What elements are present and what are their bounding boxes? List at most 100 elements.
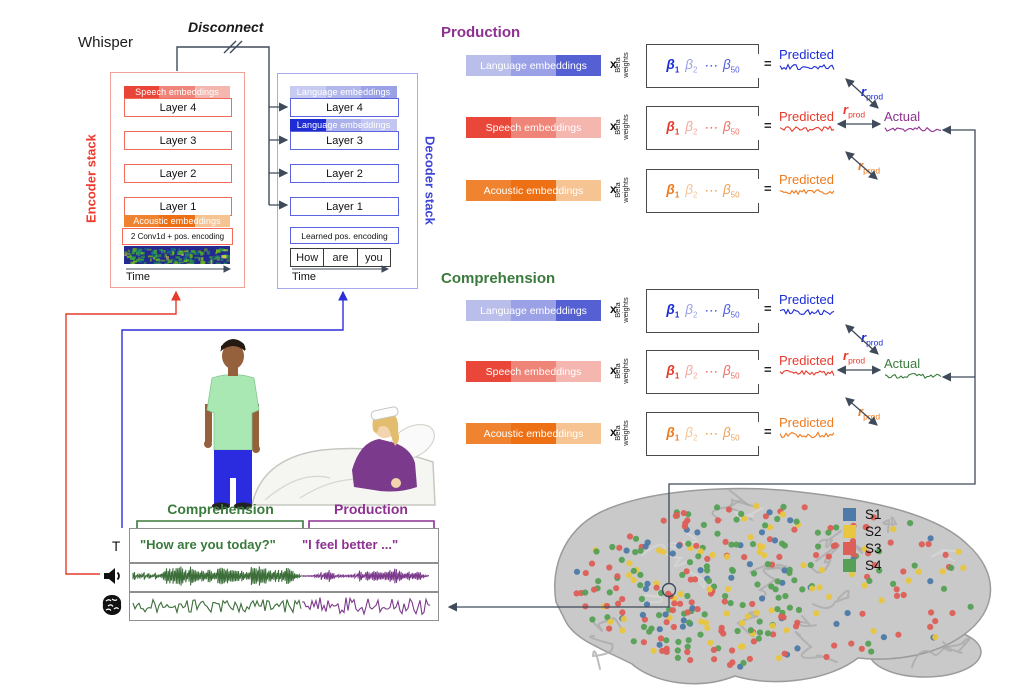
actual-signal-production: Actual [884, 109, 942, 134]
legend-label: S4 [865, 558, 882, 573]
beta-2: β2 [685, 425, 698, 443]
predicted-signal: Predicted [779, 109, 835, 134]
predicted-signal: Predicted [779, 292, 835, 317]
equals-symbol: = [764, 118, 772, 133]
beta-weights-label: Beta weights [613, 358, 631, 384]
bar-segment [361, 86, 398, 98]
legend-swatch [843, 525, 856, 538]
r-prod-label: rprod [843, 102, 866, 120]
beta-weights-label: Beta weights [613, 420, 631, 446]
beta-weights-bracket: β1 β2 ⋯ β50 [646, 169, 759, 213]
beta-ellipsis: ⋯ [703, 58, 717, 73]
legend-item-s4: S4 [843, 558, 882, 573]
acoustic-embeddings-label: Acoustic embeddings [133, 216, 221, 226]
bar-segment [511, 361, 556, 382]
bar-segment [159, 215, 195, 227]
predicted-label: Predicted [779, 109, 834, 124]
actual-waveform [884, 373, 942, 380]
multiply-symbol: x [610, 182, 617, 196]
transcript-box: "How are you today?" "I feel better ..." [129, 528, 439, 563]
equals-symbol: = [764, 181, 772, 196]
decoder-layer-1: Layer 1 [290, 197, 399, 216]
bar-segment [556, 361, 601, 382]
predicted-label: Predicted [779, 353, 834, 368]
neural-signal-box [129, 592, 439, 621]
beta-50: β50 [722, 119, 740, 137]
predicted-waveform [779, 63, 835, 71]
brain-icon [102, 595, 122, 615]
actual-waveform [884, 126, 942, 133]
bar-segment [466, 180, 511, 201]
legend-label: S1 [865, 507, 882, 522]
legend-item-s3: S3 [843, 541, 882, 556]
r-prod-label: rprod [858, 404, 881, 422]
beta-2: β2 [685, 363, 698, 381]
language-embeddings-bar-mid: Language embeddings [290, 119, 398, 131]
bar-segment [290, 119, 326, 131]
bar-segment [194, 215, 230, 227]
equals-symbol: = [764, 424, 772, 439]
predicted-signal: Predicted [779, 47, 835, 72]
audio-waveform-box [129, 563, 439, 592]
legend-swatch [843, 542, 856, 555]
comprehension-header: Comprehension [441, 270, 556, 287]
predicted-signal: Predicted [779, 353, 835, 378]
bar-segment [556, 55, 601, 76]
beta-50: β50 [722, 302, 740, 320]
r-prod-label: rprod [861, 330, 884, 348]
production-span-label: Production [334, 501, 408, 517]
comprehension-span-label: Comprehension [167, 501, 274, 517]
bar-segment [466, 300, 511, 321]
equals-symbol: = [764, 362, 772, 377]
bar-segment [124, 86, 160, 98]
multiply-symbol: x [610, 57, 617, 71]
bar-segment [556, 423, 601, 444]
bar-segment [511, 55, 556, 76]
predicted-signal: Predicted [779, 415, 835, 440]
token-are: are [324, 249, 358, 266]
beta-weights-label: Beta weights [613, 52, 631, 78]
transcript-row-label: T [112, 539, 121, 554]
language-embeddings-bar-top: Language embeddings [290, 86, 398, 98]
comprehension-bracket [136, 520, 304, 528]
acoustic-embeddings-bar: Acoustic embeddings [124, 215, 230, 227]
legend-item-s2: S2 [843, 524, 882, 539]
beta-ellipsis: ⋯ [703, 120, 717, 135]
legend-item-s1: S1 [843, 507, 882, 522]
bar-segment [325, 119, 362, 131]
beta-2: β2 [685, 182, 698, 200]
bar-segment [361, 119, 398, 131]
beta-weights-bracket: β1 β2 ⋯ β50 [646, 106, 759, 150]
predicted-label: Predicted [779, 292, 834, 307]
beta-2: β2 [685, 57, 698, 75]
token-you: you [364, 251, 383, 264]
multiply-symbol: x [610, 119, 617, 133]
conv-pos-encoding-box: 2 Conv1d + pos. encoding [122, 228, 233, 245]
actual-label: Actual [884, 356, 921, 371]
beta-1: β1 [666, 363, 680, 381]
spectrogram-image [124, 246, 230, 264]
language-embeddings-label: Language embeddings [296, 87, 391, 97]
bar-segment [556, 117, 601, 138]
multiply-symbol: x [610, 302, 617, 316]
bar-segment [511, 117, 556, 138]
beta-1: β1 [666, 182, 680, 200]
transcript-production: "I feel better ..." [302, 537, 399, 552]
decoder-layer-3: Layer 3 [290, 131, 399, 150]
language-embeddings-bar: Language embeddings [466, 55, 601, 76]
predicted-label: Predicted [779, 47, 834, 62]
legend-label: S3 [865, 541, 882, 556]
bar-segment [511, 300, 556, 321]
bar-segment [511, 180, 556, 201]
learned-pos-encoding-box: Learned pos. encoding [290, 227, 399, 244]
equals-symbol: = [764, 301, 772, 316]
audio-waveform [132, 566, 429, 586]
bar-segment [466, 55, 511, 76]
encoder-time-label: Time [126, 271, 151, 283]
production-language-row: Language embeddings x Beta weights β1 β2… [0, 44, 1024, 88]
equals-symbol: = [764, 56, 772, 71]
language-embeddings-bar: Language embeddings [466, 300, 601, 321]
beta-1: β1 [666, 302, 680, 320]
embeddings-bar-label: Language embeddings [480, 304, 587, 317]
beta-50: β50 [722, 182, 740, 200]
